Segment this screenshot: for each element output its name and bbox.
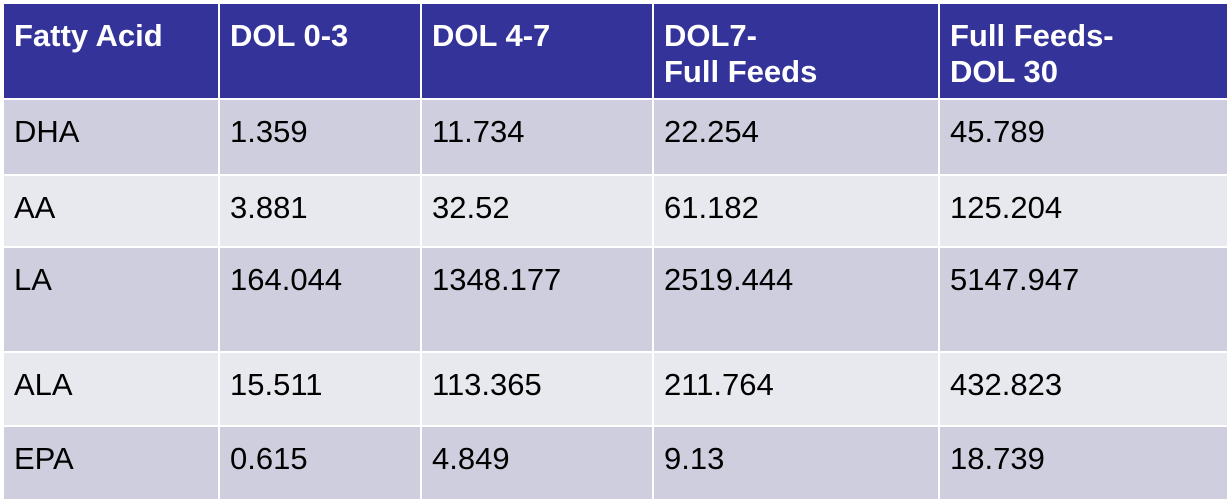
table-cell: 15.511	[218, 351, 422, 427]
table-cell: 1348.177	[420, 246, 654, 353]
table-cell: 2519.444	[652, 246, 940, 353]
table-header-row: Fatty Acid DOL 0-3 DOL 4-7 DOL7- Full Fe…	[2, 2, 1229, 100]
table-cell: 61.182	[652, 174, 940, 248]
column-header-full-feeds-dol-30: Full Feeds- DOL 30	[938, 2, 1229, 100]
table-row: ALA 15.511 113.365 211.764 432.823	[2, 351, 1229, 427]
table-row: EPA 0.615 4.849 9.13 18.739	[2, 425, 1229, 501]
table-cell: 164.044	[218, 246, 422, 353]
table-cell: 432.823	[938, 351, 1229, 427]
table-cell: 45.789	[938, 98, 1229, 176]
table-cell: 0.615	[218, 425, 422, 501]
table-cell: 3.881	[218, 174, 422, 248]
table-cell: 22.254	[652, 98, 940, 176]
table-cell: 211.764	[652, 351, 940, 427]
table-row: DHA 1.359 11.734 22.254 45.789	[2, 98, 1229, 176]
table-cell: EPA	[2, 425, 220, 501]
table-cell: AA	[2, 174, 220, 248]
column-header-dol-4-7: DOL 4-7	[420, 2, 654, 100]
table-cell: 4.849	[420, 425, 654, 501]
table-cell: 113.365	[420, 351, 654, 427]
column-header-dol-0-3: DOL 0-3	[218, 2, 422, 100]
table-cell: 125.204	[938, 174, 1229, 248]
table-cell: LA	[2, 246, 220, 353]
table-cell: 1.359	[218, 98, 422, 176]
table-cell: 9.13	[652, 425, 940, 501]
table-cell: 18.739	[938, 425, 1229, 501]
table-cell: 32.52	[420, 174, 654, 248]
table-row: AA 3.881 32.52 61.182 125.204	[2, 174, 1229, 248]
column-header-fatty-acid: Fatty Acid	[2, 2, 220, 100]
column-header-dol7-full-feeds: DOL7- Full Feeds	[652, 2, 940, 100]
table-cell: ALA	[2, 351, 220, 427]
table-cell: 11.734	[420, 98, 654, 176]
table-cell: DHA	[2, 98, 220, 176]
table-row: LA 164.044 1348.177 2519.444 5147.947	[2, 246, 1229, 353]
table-cell: 5147.947	[938, 246, 1229, 353]
